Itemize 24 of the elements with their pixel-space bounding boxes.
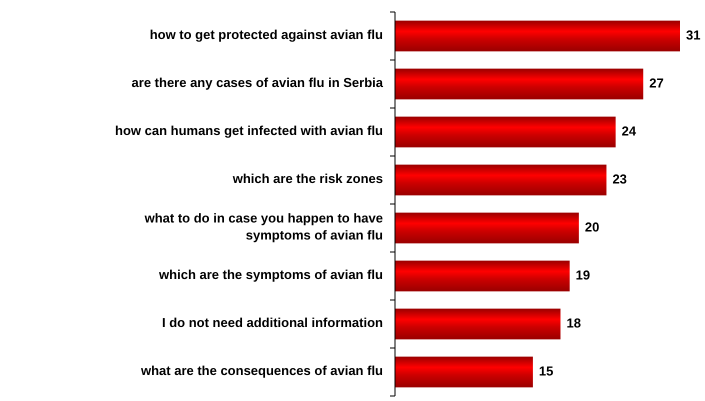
- bar: [395, 20, 680, 52]
- y-tick-label: which are the symptoms of avian flu: [158, 267, 384, 282]
- data-label: 20: [584, 219, 600, 234]
- bar: [395, 260, 570, 292]
- data-label: 19: [576, 267, 590, 282]
- data-label: 31: [686, 27, 700, 42]
- data-label: 24: [622, 123, 637, 138]
- y-tick-label: how to get protected against avian flu: [150, 27, 384, 42]
- bar: [395, 356, 533, 388]
- bar: [395, 116, 616, 148]
- bar: [395, 68, 644, 100]
- data-label: 15: [538, 363, 554, 378]
- bar: [395, 308, 560, 340]
- y-tick-label: what are the consequences of avian flu: [140, 363, 384, 378]
- data-label: 18: [566, 315, 581, 330]
- y-tick-label: I do not need additional information: [162, 315, 384, 330]
- bar: [395, 164, 606, 196]
- y-tick-label: are there any cases of avian flu in Serbia: [132, 75, 384, 90]
- data-label: 23: [612, 171, 627, 186]
- bar: [395, 212, 579, 244]
- y-tick-label: what to do in case you happen to have symptoms of avian flu: [144, 210, 384, 243]
- y-tick-label: how can humans get infected with avian flu: [115, 123, 384, 138]
- data-label: 27: [649, 75, 664, 90]
- y-tick-label: which are the risk zones: [232, 171, 383, 186]
